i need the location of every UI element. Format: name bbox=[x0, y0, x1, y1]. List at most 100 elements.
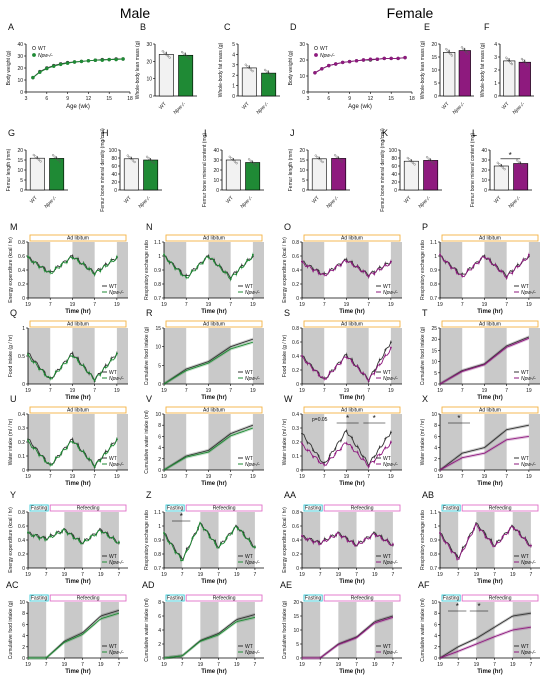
panel-w: W Ad libitum 0 0.1 0.2 0.3 0.4 Water intake (ml… bbox=[282, 394, 402, 487]
data-point bbox=[312, 456, 315, 458]
legend-ko: Npw-/- bbox=[109, 376, 124, 382]
data-point bbox=[168, 56, 171, 59]
x-tick-label: 19 bbox=[336, 662, 342, 668]
legend-wt: WT bbox=[38, 46, 46, 52]
adlib-bar bbox=[165, 320, 263, 328]
x-tick-label: 7 bbox=[45, 572, 48, 578]
panel-letter: AC bbox=[6, 580, 19, 590]
data-point bbox=[246, 65, 249, 68]
data-point bbox=[104, 450, 107, 453]
data-point bbox=[505, 277, 508, 279]
data-point bbox=[323, 273, 326, 276]
x-tick-label: 19 bbox=[250, 474, 256, 480]
data-point bbox=[456, 555, 458, 557]
data-point bbox=[439, 253, 441, 256]
y-tick-label: 4 bbox=[232, 52, 235, 58]
data-point bbox=[411, 161, 415, 164]
y-tick-label: 10 bbox=[431, 68, 437, 74]
data-point bbox=[378, 266, 381, 268]
data-point bbox=[367, 275, 370, 278]
x-tick-label: 19 bbox=[299, 474, 305, 480]
x-axis-label: Time (hr) bbox=[65, 579, 91, 585]
panel-letter: Z bbox=[146, 490, 152, 500]
y-tick-label: 1.1 bbox=[154, 510, 161, 516]
data-point bbox=[361, 58, 366, 62]
refeeding-label: Refeeding bbox=[489, 596, 512, 602]
x-tick-label: Npw-/- bbox=[452, 101, 467, 116]
data-point bbox=[152, 162, 156, 165]
data-point bbox=[362, 372, 365, 374]
data-point bbox=[522, 258, 525, 261]
data-point bbox=[494, 263, 497, 266]
x-axis-label: Time (hr) bbox=[201, 669, 227, 675]
data-point bbox=[369, 536, 372, 539]
data-point bbox=[270, 75, 274, 78]
y-axis-label: Food intake (g / hr) bbox=[8, 335, 14, 378]
data-point bbox=[60, 263, 63, 266]
y-tick-label: 1 bbox=[434, 524, 437, 530]
x-tick-label: 19 bbox=[299, 662, 305, 668]
x-tick-label: Npw-/- bbox=[137, 195, 152, 210]
panel-g: G 0 5 10 15 20 Femur length (mm) WT Npw-/- bbox=[6, 128, 68, 210]
y-tick-label: 2 bbox=[494, 68, 497, 74]
data-point bbox=[71, 441, 74, 443]
y-tick-label: 4 bbox=[158, 628, 161, 634]
dark-phase bbox=[390, 414, 402, 470]
x-tick-label: 7 bbox=[93, 474, 96, 480]
panel-letter: H bbox=[102, 128, 109, 138]
x-tick-label: 19 bbox=[344, 474, 350, 480]
y-tick-label: 8 bbox=[22, 611, 25, 617]
data-point bbox=[347, 59, 352, 64]
x-tick-label: 19 bbox=[388, 388, 394, 394]
y-tick-label: 5 bbox=[434, 371, 437, 377]
dark-phase bbox=[28, 242, 51, 298]
dark-phase bbox=[528, 328, 540, 384]
data-point bbox=[77, 259, 79, 262]
adlib-label: Ad libitum bbox=[479, 408, 501, 414]
y-axis-label: Energy expenditure (kcal / hr) bbox=[282, 507, 288, 573]
x-tick-label: WT bbox=[403, 195, 413, 205]
x-tick-label: 7 bbox=[457, 572, 460, 578]
y-tick-label: 1.1 bbox=[154, 240, 161, 246]
y-tick-label: 0.6 bbox=[18, 254, 25, 260]
data-point bbox=[131, 159, 135, 162]
data-point bbox=[466, 269, 469, 272]
x-axis-label: Time (hr) bbox=[339, 309, 365, 315]
x-tick-label: 7 bbox=[181, 572, 184, 578]
x-tick-label: 7 bbox=[185, 302, 188, 308]
data-point bbox=[60, 365, 63, 368]
y-tick-label: 10 bbox=[299, 168, 305, 174]
y-tick-label: 0.6 bbox=[292, 524, 299, 530]
data-point bbox=[356, 451, 359, 454]
bar-wt bbox=[493, 165, 509, 191]
data-point bbox=[27, 353, 29, 356]
data-point bbox=[389, 260, 392, 263]
data-point bbox=[196, 265, 199, 268]
data-point bbox=[498, 163, 501, 166]
data-point bbox=[509, 61, 512, 64]
y-tick-label: 8 bbox=[434, 423, 437, 429]
y-tick-label: 0 bbox=[394, 188, 397, 194]
data-point bbox=[367, 465, 370, 468]
panel-letter: Y bbox=[10, 490, 16, 500]
data-point bbox=[392, 543, 394, 546]
data-point bbox=[521, 164, 524, 167]
data-point bbox=[389, 341, 392, 344]
y-tick-label: 1 bbox=[494, 81, 497, 87]
x-tick-label: 7 bbox=[229, 388, 232, 394]
y-tick-label: 5 bbox=[434, 81, 437, 87]
x-tick-label: 19 bbox=[437, 662, 443, 668]
data-point bbox=[484, 533, 487, 536]
data-point bbox=[95, 533, 98, 536]
x-tick-label: 19 bbox=[206, 474, 212, 480]
y-axis-label: Cumulative food intake (g) bbox=[144, 326, 150, 385]
y-tick-label: 0 bbox=[296, 468, 299, 474]
y-tick-label: 2 bbox=[434, 457, 437, 463]
series-line bbox=[163, 341, 254, 385]
series-band bbox=[28, 611, 119, 660]
x-tick-label: 19 bbox=[98, 572, 104, 578]
x-tick-label: 19 bbox=[526, 474, 532, 480]
data-point bbox=[43, 459, 46, 462]
data-point bbox=[375, 57, 380, 61]
